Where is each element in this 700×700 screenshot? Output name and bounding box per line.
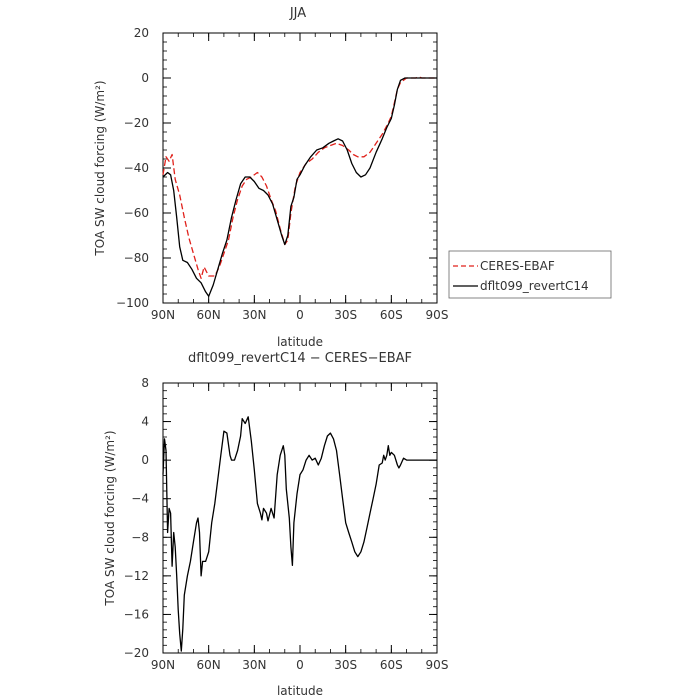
y-tick-label: 20: [134, 26, 149, 40]
x-tick-labels: 90N 60N 30N 0 30S 60S 90S: [151, 658, 449, 672]
x-tick-label: 30N: [242, 658, 266, 672]
y-tick-label: 8: [141, 376, 149, 390]
x-tick-label: 60S: [380, 658, 403, 672]
y-tick-label: −40: [124, 161, 149, 175]
legend-label-ceres: CERES-EBAF: [480, 259, 555, 273]
y-tick-label: −100: [116, 296, 149, 310]
axis-ticks: [162, 382, 438, 654]
y-tick-label: −12: [124, 569, 149, 583]
y-tick-label: −16: [124, 607, 149, 621]
y-tick-labels: −100 −80 −60 −40 −20 0 20: [116, 26, 149, 310]
chart-panel-difference: dflt099_revertC14 − CERES−EBAF −20 −16 −12…: [103, 351, 448, 698]
series-line-difference: [162, 416, 437, 652]
x-tick-label: 30S: [334, 308, 357, 322]
x-tick-label: 30N: [242, 308, 266, 322]
legend-label-model: dflt099_revertC14: [480, 279, 589, 293]
y-tick-label: −4: [131, 492, 149, 506]
x-tick-label: 0: [296, 308, 304, 322]
y-tick-labels: −20 −16 −12 −8 −4 0 4 8: [124, 376, 149, 660]
x-tick-label: 0: [296, 658, 304, 672]
legend-box: [448, 250, 612, 299]
y-axis-label: TOA SW cloud forcing (W/m²): [93, 80, 107, 256]
y-tick-label: 4: [141, 415, 149, 429]
y-tick-label: −20: [124, 646, 149, 660]
x-tick-labels: 90N 60N 30N 0 30S 60S 90S: [151, 308, 449, 322]
chart-title: JJA: [289, 6, 306, 21]
series-lines: [162, 416, 437, 652]
x-tick-label: 60N: [197, 308, 221, 322]
chart-panel-jja: JJA −100 −80 −60 −40 −20 0 20 90N 60N 30N 0 30S 60S…: [93, 6, 448, 349]
x-axis-label: latitude: [277, 335, 323, 349]
x-axis-label: latitude: [277, 684, 323, 698]
plot-frame: [162, 32, 438, 304]
series-lines: [162, 76, 437, 297]
y-tick-label: −20: [124, 116, 149, 130]
y-tick-label: −8: [131, 530, 149, 544]
x-tick-label: 90S: [426, 308, 449, 322]
chart-title: dflt099_revertC14 − CERES−EBAF: [188, 351, 412, 366]
x-tick-label: 60N: [197, 658, 221, 672]
y-axis-label: TOA SW cloud forcing (W/m²): [103, 430, 117, 606]
x-tick-label: 30S: [334, 658, 357, 672]
x-tick-label: 90S: [426, 658, 449, 672]
x-tick-label: 60S: [380, 308, 403, 322]
x-tick-label: 90N: [151, 658, 175, 672]
y-tick-label: 0: [141, 71, 149, 85]
y-tick-label: −80: [124, 251, 149, 265]
x-tick-label: 90N: [151, 308, 175, 322]
plot-frame: [162, 382, 438, 654]
series-line-dflt099-revertc14: [162, 77, 437, 297]
legend: CERES-EBAF dflt099_revertC14: [448, 250, 612, 299]
y-tick-label: 0: [141, 453, 149, 467]
axis-ticks: [162, 32, 438, 304]
y-tick-label: −60: [124, 206, 149, 220]
series-line-ceres-ebaf: [162, 76, 437, 279]
